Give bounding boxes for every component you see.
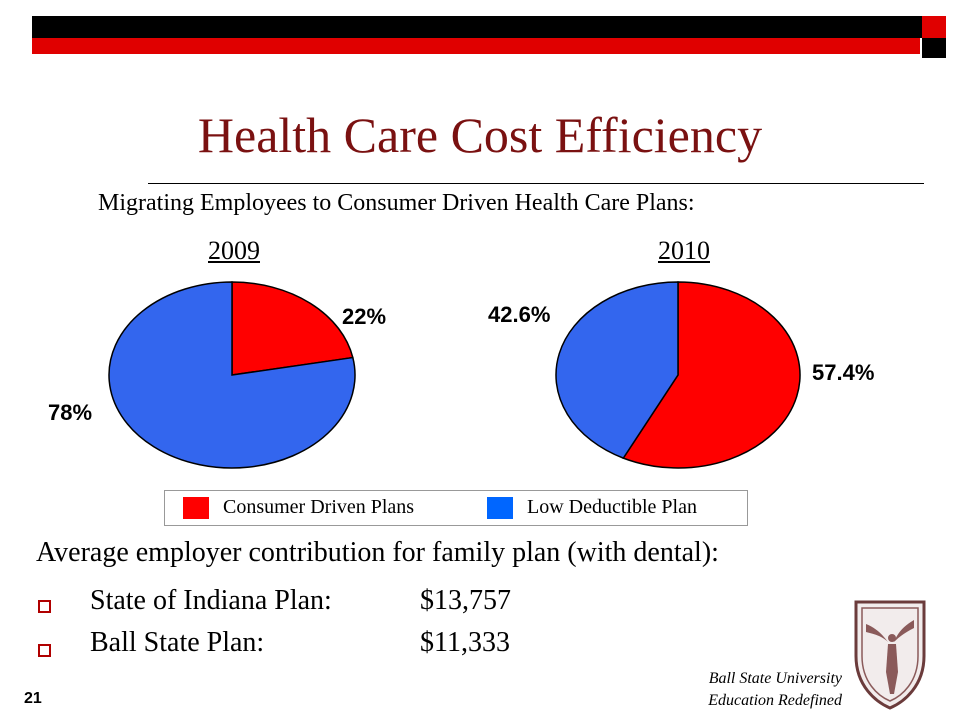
legend-swatch-consumer — [183, 497, 209, 519]
contribution-label-indiana: State of Indiana Plan: — [90, 585, 332, 616]
slide-subtitle: Migrating Employees to Consumer Driven H… — [98, 190, 695, 216]
chart-title-2010: 2010 — [658, 236, 710, 265]
contribution-value-indiana: $13,757 — [420, 585, 511, 616]
bullet-square-icon — [38, 600, 51, 613]
pie-2009-label-consumer: 22% — [342, 304, 387, 329]
pie-chart-2009 — [108, 281, 356, 469]
pie-2010-label-consumer: 57.4% — [812, 360, 875, 385]
pie-2010-slice-low-deductible — [555, 281, 679, 460]
header-bar-red — [32, 38, 920, 54]
brand-line-2: Education Redefined — [708, 692, 842, 709]
slide-title: Health Care Cost Efficiency — [197, 107, 763, 163]
page-number: 21 — [24, 690, 42, 707]
pie-chart-2010 — [555, 281, 801, 469]
bullet-square-icon — [38, 644, 51, 657]
legend-label-consumer: Consumer Driven Plans — [223, 496, 415, 518]
pie-2010-slice-consumer — [622, 281, 801, 469]
contribution-heading: Average employer contribution for family… — [36, 537, 719, 568]
contribution-label-ballstate: Ball State Plan: — [90, 627, 265, 658]
header-corner-black — [922, 38, 946, 58]
contribution-value-ballstate: $11,333 — [420, 627, 510, 658]
pie-2010-label-low-deductible: 42.6% — [488, 302, 551, 327]
chart-legend: Consumer Driven Plans Low Deductible Pla… — [164, 490, 748, 526]
title-divider — [148, 183, 924, 184]
header-bar-black — [32, 16, 938, 38]
university-seal-icon — [854, 600, 926, 710]
header-corner-red — [922, 16, 946, 38]
pie-2009-slice-consumer — [231, 281, 354, 376]
pie-2009-slice-low-deductible — [108, 281, 356, 469]
legend-swatch-low-deductible — [487, 497, 513, 519]
brand-line-1: Ball State University — [708, 670, 842, 687]
brand-tagline: Ball State University Education Redefine… — [650, 668, 842, 712]
chart-title-2009: 2009 — [208, 236, 260, 265]
pie-2009-label-low-deductible: 78% — [48, 400, 93, 425]
legend-label-low-deductible: Low Deductible Plan — [527, 496, 697, 518]
